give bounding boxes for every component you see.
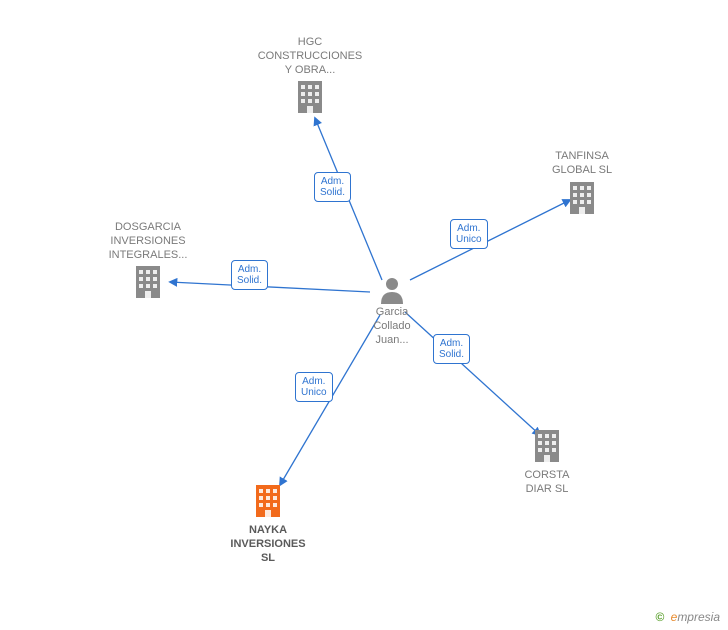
edge-label-corsta: Adm. Solid. <box>433 334 470 364</box>
brand-name: empresia <box>671 610 720 624</box>
company-label: CORSTA DIAR SL <box>524 469 569 497</box>
person-icon <box>379 276 405 304</box>
edge-label-dosgarcia: Adm. Solid. <box>231 260 268 290</box>
building-icon <box>253 483 283 522</box>
network-diagram: Adm. Solid. Adm. Unico Adm. Solid. Adm. Uni… <box>0 0 728 630</box>
building-icon <box>567 180 597 219</box>
company-node-corsta[interactable]: CORSTA DIAR SL <box>492 428 602 497</box>
edge-label-nayka: Adm. Unico <box>295 372 333 402</box>
building-icon <box>295 79 325 118</box>
watermark: © empresia <box>655 610 720 624</box>
copyright-symbol: © <box>655 610 664 624</box>
edge-label-hgc: Adm. Solid. <box>314 172 351 202</box>
company-label: DOSGARCIA INVERSIONES INTEGRALES... <box>109 221 188 262</box>
person-label: Garcia Collado Juan... <box>373 306 410 347</box>
edge-to-corsta <box>405 312 540 435</box>
company-label: TANFINSA GLOBAL SL <box>552 150 612 178</box>
company-label: NAYKA INVERSIONES SL <box>230 524 305 565</box>
company-node-hgc[interactable]: HGC CONSTRUCCIONES Y OBRA... <box>255 36 365 118</box>
edge-label-tanfinsa: Adm. Unico <box>450 219 488 249</box>
company-node-nayka[interactable]: NAYKA INVERSIONES SL <box>213 483 323 565</box>
company-node-tanfinsa[interactable]: TANFINSA GLOBAL SL <box>527 150 637 219</box>
company-label: HGC CONSTRUCCIONES Y OBRA... <box>258 36 363 77</box>
company-node-dosgarcia[interactable]: DOSGARCIA INVERSIONES INTEGRALES... <box>93 221 203 303</box>
building-icon <box>532 428 562 467</box>
person-node[interactable]: Garcia Collado Juan... <box>362 276 422 347</box>
building-icon <box>133 264 163 303</box>
